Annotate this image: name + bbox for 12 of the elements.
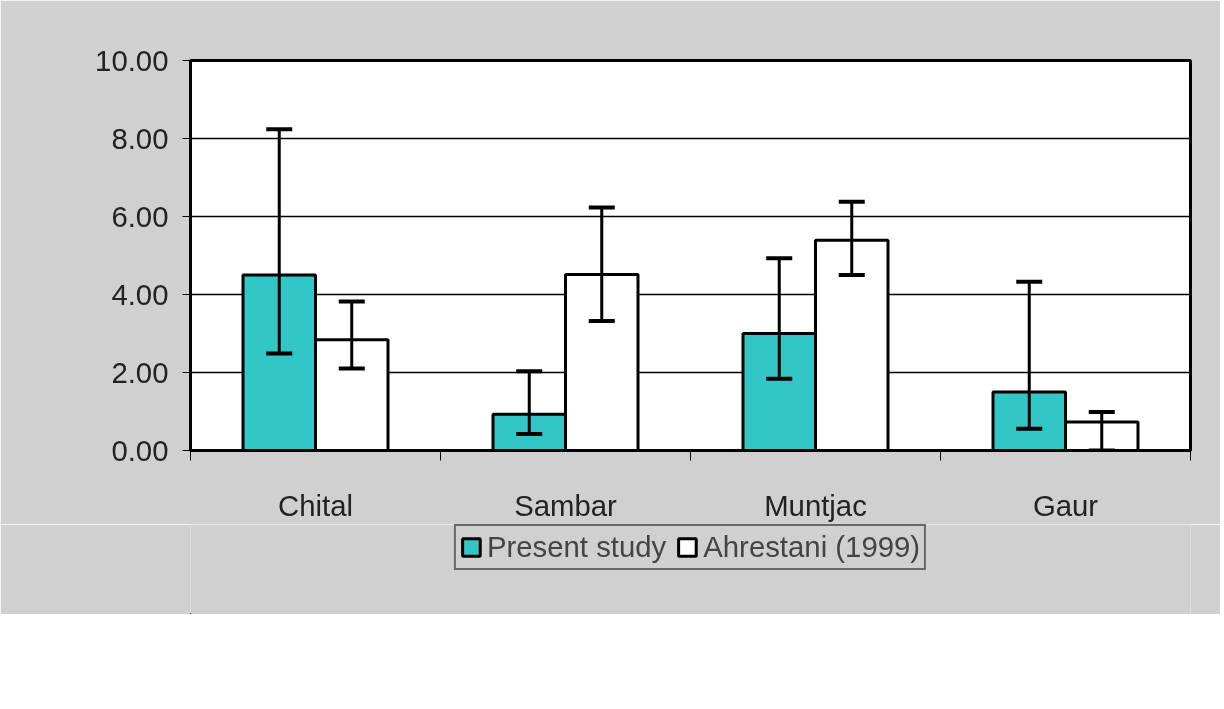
legend-label: Ahrestani (1999) <box>703 530 921 564</box>
y-tick-label: 0.00 <box>111 433 169 467</box>
y-tick-label: 6.00 <box>111 199 169 233</box>
y-tick-label: 8.00 <box>111 121 169 155</box>
y-tick-label: 4.00 <box>111 277 169 311</box>
x-tick-label: Gaur <box>1032 488 1099 522</box>
legend-label: Present study <box>486 530 667 564</box>
x-tick-label: Muntjac <box>764 488 867 522</box>
y-tick-label: 2.00 <box>111 355 169 389</box>
y-tick-label: 10.00 <box>95 43 169 77</box>
x-tick-label: Chital <box>278 488 353 522</box>
x-tick-label: Sambar <box>514 488 618 522</box>
